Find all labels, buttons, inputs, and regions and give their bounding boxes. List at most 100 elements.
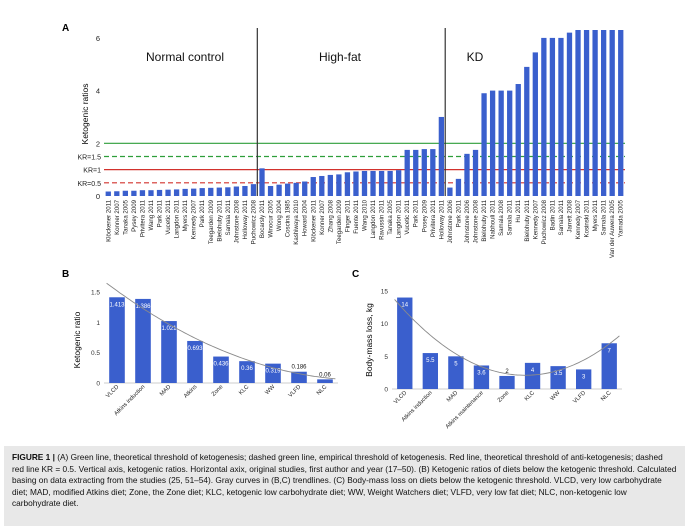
panel-c-label: C (352, 269, 359, 280)
a-x-label: Yamada 2005 (618, 199, 625, 237)
a-bar (421, 149, 427, 196)
panel-c-ylabel: Body-mass loss, kg (364, 303, 374, 377)
a-bar (600, 30, 607, 196)
x-label: VLFD (572, 390, 587, 405)
a-x-label: Fuente 2011 (353, 199, 360, 233)
a-x-label: Holloway 2011 (438, 199, 445, 239)
x-label: VLFD (288, 384, 303, 399)
data-label: 1.413 (109, 302, 125, 308)
a-bar (182, 188, 188, 196)
panel-a-dividers (256, 28, 446, 196)
a-bar (532, 52, 538, 197)
a-x-label: Jarrett 2008 (566, 199, 573, 232)
a-bar (370, 170, 376, 196)
panel-a-ylabel: Ketogenic ratios (80, 84, 90, 145)
y-tick-label: 0 (96, 381, 100, 388)
a-x-label: Kosinski 2011 (584, 199, 591, 237)
data-label: 0.36 (241, 366, 253, 372)
panel-b-ylabel: Ketogenic ratio (72, 311, 82, 368)
data-label: 3.5 (554, 371, 563, 377)
x-label: MAD (159, 384, 172, 397)
a-bar (430, 149, 436, 196)
y-tick-label: 10 (381, 321, 389, 328)
bar (291, 371, 307, 383)
a-bar (173, 189, 180, 196)
a-bar (259, 168, 265, 196)
x-label: MAD (446, 390, 459, 403)
a-bar (447, 187, 453, 196)
a-x-label: Holloway 2011 (242, 199, 249, 239)
bar (135, 298, 151, 383)
data-label: 5 (454, 361, 458, 367)
a-x-label: Kennedy 2007 (532, 199, 539, 239)
a-x-label: Posey 2009 (421, 199, 428, 232)
a-bar (489, 90, 496, 196)
a-x-label: Finger 2011 (344, 199, 351, 232)
panel-a: A Ketogenic ratios 0 2 4 6 KR=1.5 KR=1 KR=0.5… (62, 23, 625, 258)
data-label: 7 (608, 348, 612, 354)
a-bar (498, 90, 504, 196)
panel-a-bars (105, 30, 624, 197)
a-bar (609, 30, 615, 196)
a-x-label: Zhang 2008 (327, 199, 334, 232)
a-x-label: Howard 2004 (302, 199, 309, 236)
a-x-label: Bielohuby 2011 (216, 199, 223, 241)
data-label: 2 (505, 369, 509, 375)
x-label: VLCD (393, 390, 408, 405)
data-label: 14 (401, 303, 408, 309)
a-bar (455, 178, 462, 196)
a-bar (361, 170, 368, 196)
a-x-label: Klöckener 2011 (310, 199, 317, 242)
a-bar (507, 90, 513, 196)
a-x-label: Teegarden 2009 (208, 199, 215, 244)
x-label: VLCD (105, 384, 120, 399)
a-bar (122, 190, 129, 196)
a-bar (592, 30, 598, 196)
x-label: NLC (316, 384, 328, 396)
a-section-label: High-fat (319, 50, 362, 64)
y-tick-label: 0 (384, 387, 388, 394)
panel-b-label: B (62, 269, 69, 280)
panel-a-y-ticks: 0 2 4 6 (96, 34, 100, 201)
a-y-tick-label: 4 (96, 87, 100, 96)
bar (576, 369, 592, 389)
a-bar (541, 37, 547, 197)
a-x-label: Samala 2011 (225, 199, 232, 235)
data-label: 0.06 (319, 372, 331, 378)
x-label: Atkins (183, 384, 198, 399)
a-bar (549, 37, 556, 197)
a-bar (310, 177, 316, 196)
a-x-label: Park 2011 (157, 199, 164, 227)
a-bar (114, 191, 120, 196)
a-bar (319, 175, 325, 196)
a-bar (131, 190, 137, 196)
a-x-label: Winocur 2005 (268, 199, 275, 237)
a-bar (191, 188, 197, 196)
a-x-label: Myers 2011 (592, 199, 599, 231)
a-x-label: Puchowicz 2008 (250, 199, 257, 244)
a-bar (472, 149, 479, 196)
a-bar (353, 171, 359, 196)
y-tick-label: 0.5 (91, 350, 100, 357)
a-bar (327, 174, 333, 196)
a-x-label: Hu 2011 (515, 199, 522, 222)
a-x-label: Samala 2008 (498, 199, 505, 236)
a-bar (267, 185, 274, 196)
a-x-label: Samala 2011 (601, 199, 608, 235)
data-label: 1.386 (135, 304, 151, 310)
a-bar (481, 93, 487, 196)
a-bar (524, 66, 530, 196)
a-x-label: Johnstone 2006 (447, 199, 454, 243)
a-bar (583, 30, 590, 196)
a-x-label: Bielohuby 2011 (524, 199, 531, 241)
a-bar (165, 189, 171, 196)
figure-caption: FIGURE 1 | (A) Green line, theoretical t… (4, 446, 685, 526)
a-x-label: Langdon 2011 (370, 199, 377, 238)
y-tick-label: 15 (381, 289, 389, 296)
a-section-label: Normal control (146, 50, 224, 64)
data-label: 5.5 (426, 358, 435, 364)
figure-svg: A Ketogenic ratios 0 2 4 6 KR=1.5 KR=1 KR=0.5… (62, 23, 625, 430)
a-x-label: Park 2011 (413, 199, 420, 227)
